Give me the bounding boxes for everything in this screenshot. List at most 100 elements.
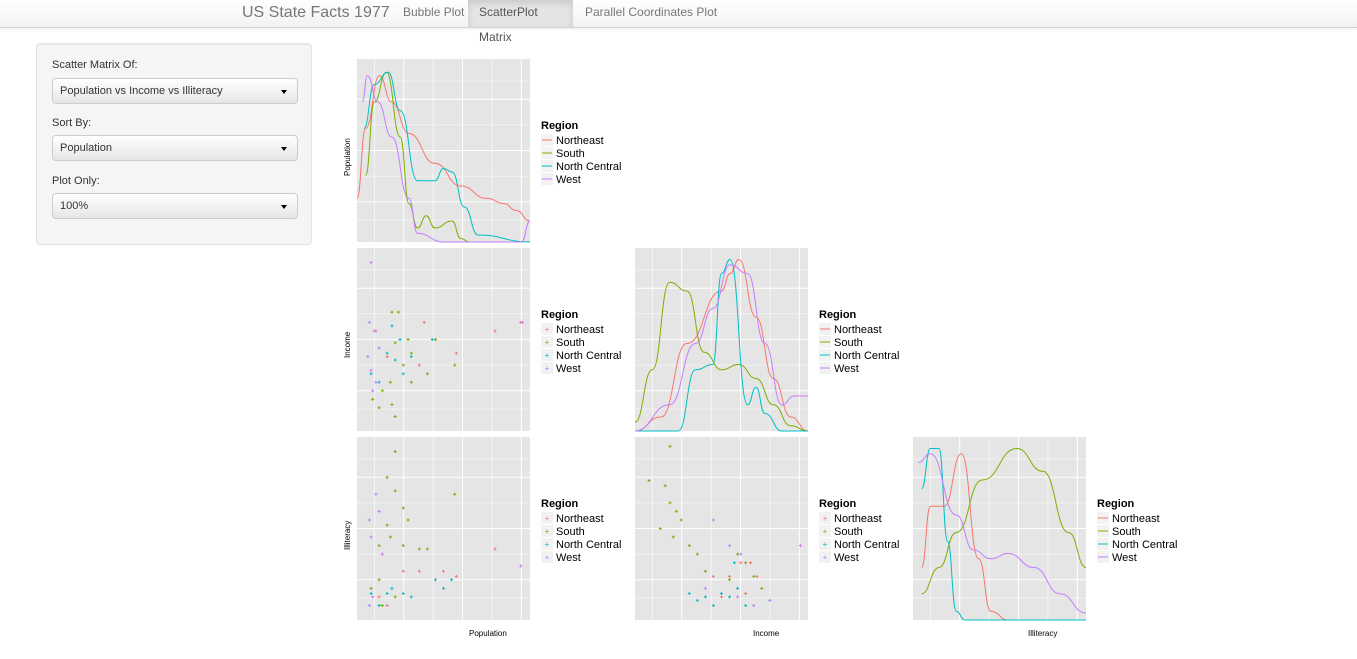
scatter-point [393, 450, 397, 454]
scatter-point [744, 561, 748, 565]
legend-key [541, 173, 553, 185]
scatter-point [409, 351, 413, 355]
scatter-point [752, 574, 756, 578]
legend-key [819, 538, 831, 550]
x-axis-label-income: Income [753, 629, 780, 638]
scatter-point [728, 574, 732, 578]
density-line-north-central [635, 258, 808, 432]
legend-point: + [545, 364, 550, 373]
legend-label: Northeast [556, 324, 604, 336]
scatter-point [433, 338, 437, 341]
scatter-panel-income_illiteracy [635, 437, 808, 620]
app-title[interactable]: US State Facts 1977 [242, 4, 390, 21]
scatter-point [736, 552, 740, 556]
x-axis-label-illiteracy: Illiteracy [1028, 629, 1058, 638]
scatter-point [658, 527, 662, 530]
scatter-point [417, 547, 421, 551]
sort-by-value: Population [60, 142, 112, 154]
density-panel-illiteracy [913, 437, 1087, 621]
controls-panel: Scatter Matrix Of: Population vs Income … [36, 43, 312, 245]
legend-title: Region [541, 309, 579, 321]
tab-parallel-coordinates[interactable]: Parallel Coordinates Plot [585, 5, 718, 19]
scatter-point [369, 535, 373, 539]
scatter-point [687, 544, 691, 548]
scatter-point [390, 310, 394, 314]
legend-title: Region [1097, 498, 1135, 510]
legend-label: South [556, 148, 585, 160]
density-line-north-central [921, 448, 1086, 621]
panel-background [357, 437, 530, 620]
scatter-point [409, 380, 413, 384]
scatter-point [374, 380, 378, 384]
legend-point: + [545, 527, 550, 536]
scatter-point [401, 544, 405, 548]
scatter-point [371, 595, 375, 599]
panel-background [357, 248, 530, 431]
scatter-point [401, 363, 405, 367]
scatter-point [687, 591, 691, 595]
legend-label: North Central [1112, 539, 1177, 551]
scatter-point [720, 591, 723, 595]
legend-key [541, 336, 553, 348]
scatter-point [380, 389, 384, 393]
density-line-northeast [356, 75, 531, 222]
legend-point: + [823, 514, 828, 523]
scatter-point [369, 261, 373, 265]
scatter-point [703, 569, 707, 573]
legend: Region + Northeast + South + North Central + Wes… [819, 498, 899, 564]
scatter-point [401, 506, 405, 510]
scatter-point [393, 595, 397, 599]
legend-point: + [545, 540, 550, 549]
legend-point: + [545, 325, 550, 334]
legend-label: West [556, 552, 581, 564]
legend-key [1097, 538, 1109, 550]
scatter-point [385, 355, 389, 359]
scatter-point [371, 389, 375, 393]
density-line-south [365, 71, 470, 243]
legend-point: + [545, 338, 550, 347]
scatter-point [388, 535, 392, 539]
scatter-point [679, 518, 683, 522]
scatter-point [454, 574, 458, 578]
sort-by-label: Sort By: [52, 117, 92, 129]
scatter-point [393, 358, 397, 362]
scatter-point [377, 346, 381, 350]
scatter-point [372, 329, 376, 333]
density-line-south [921, 447, 1087, 595]
scatter-point [433, 578, 437, 582]
scatter-point [442, 569, 445, 573]
scatter-point [369, 591, 373, 595]
scatter-point [377, 603, 381, 607]
legend-label: Northeast [1112, 513, 1160, 525]
scatter-point [401, 569, 405, 573]
legend-point: + [823, 553, 828, 562]
navbar: US State Facts 1977 Bubble Plot ScatterP… [0, 0, 1357, 44]
legend-key [1097, 551, 1109, 563]
plot-only-select[interactable]: 100% [52, 193, 298, 219]
legend-key [541, 512, 553, 524]
scatter-point [739, 552, 743, 556]
scatter-point [409, 595, 413, 599]
scatter-matrix-select[interactable]: Population vs Income vs Illiteracy [52, 78, 298, 104]
scatter-point [519, 320, 523, 324]
legend-label: West [834, 363, 859, 375]
scatter-point [377, 380, 381, 384]
density-line-south [634, 281, 809, 432]
scatter-point [711, 603, 715, 607]
legend-label: West [834, 552, 859, 564]
scatter-point [453, 363, 457, 367]
sort-by-select[interactable]: Population [52, 135, 298, 161]
y-axis-label-income: Income [343, 331, 352, 358]
scatter-point [520, 320, 524, 324]
scatter-point [720, 595, 723, 599]
tab-bubble-plot[interactable]: Bubble Plot [403, 5, 465, 19]
scatter-point [760, 586, 764, 590]
legend-key [541, 323, 553, 335]
legend-label: West [556, 363, 581, 375]
tab-scatterplot-matrix[interactable]: ScatterPlot Matrix [468, 0, 573, 44]
scatter-point [385, 603, 389, 607]
scatter-point [377, 509, 381, 513]
panel-background [913, 437, 1086, 620]
